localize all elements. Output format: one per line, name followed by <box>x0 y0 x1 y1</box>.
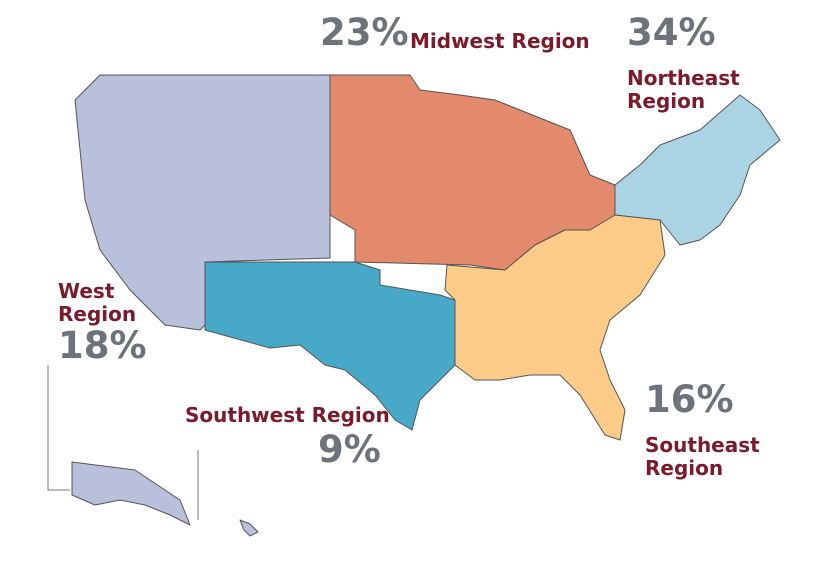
region-share: 23% <box>320 11 409 54</box>
region-name: West <box>58 279 115 303</box>
region-name: Southwest Region <box>185 403 390 427</box>
southeast-region-shape <box>444 214 666 441</box>
region-name: Region <box>645 456 723 480</box>
region-share: 34% <box>627 11 716 54</box>
northeast-region-shape <box>614 94 781 246</box>
region-share: 16% <box>645 378 734 421</box>
alaska-inset <box>71 461 191 526</box>
region-name: Northeast <box>627 66 740 90</box>
region-name: Region <box>58 302 136 326</box>
region-name: Region <box>627 89 705 113</box>
region-share: 9% <box>318 428 381 471</box>
west-region-shape <box>74 74 331 331</box>
inset-leader <box>47 365 70 491</box>
region-name: Midwest Region <box>410 29 590 53</box>
region-name: Southeast <box>645 433 760 457</box>
hawaii-inset <box>239 519 259 537</box>
region-share: 18% <box>58 324 147 367</box>
southwest-region-shape <box>204 261 456 431</box>
